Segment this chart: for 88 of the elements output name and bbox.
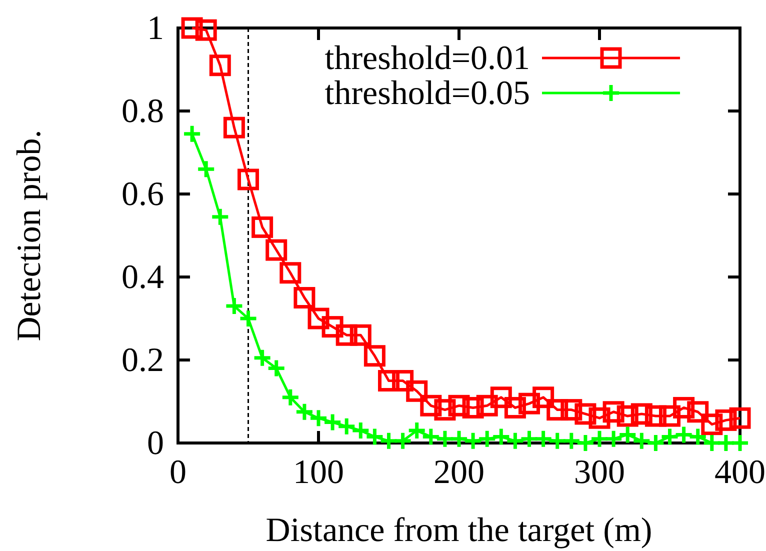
point: [618, 424, 638, 444]
point: [210, 207, 230, 227]
point: [393, 431, 413, 451]
legend-label: threshold=0.05: [324, 75, 530, 112]
point: [574, 403, 596, 425]
point: [730, 433, 750, 453]
point: [294, 287, 316, 308]
point: [238, 308, 258, 328]
point: [576, 433, 596, 453]
y-tick-label: 0: [147, 425, 164, 462]
point: [364, 427, 384, 447]
point: [209, 54, 231, 76]
x-axis-title: Distance from the target (m): [266, 512, 652, 549]
point: [504, 396, 526, 418]
point: [224, 296, 244, 316]
y-axis-title: Detection prob.: [11, 130, 48, 342]
x-tick-label: 200: [434, 454, 484, 491]
point: [674, 424, 694, 444]
point: [602, 401, 624, 423]
point: [534, 429, 554, 449]
point: [182, 124, 202, 144]
point: [223, 116, 245, 138]
point: [350, 324, 372, 346]
point: [294, 402, 314, 422]
point: [616, 405, 638, 427]
point: [688, 427, 708, 447]
point: [434, 399, 456, 421]
point: [336, 324, 358, 346]
point: [490, 386, 512, 408]
point: [463, 431, 483, 451]
point: [449, 429, 469, 449]
point: [462, 396, 484, 418]
point: [687, 401, 709, 423]
point: [729, 407, 751, 429]
legend-label: threshold=0.01: [324, 40, 530, 77]
x-tick-label: 0: [170, 454, 186, 491]
point: [660, 427, 680, 447]
point: [630, 403, 652, 425]
point: [604, 429, 624, 449]
x-tick-label: 400: [714, 454, 766, 491]
point: [322, 316, 344, 338]
point: [280, 388, 300, 408]
point: [562, 431, 582, 451]
point: [336, 416, 356, 436]
point: [491, 427, 511, 447]
point: [701, 414, 723, 436]
point: [364, 345, 386, 367]
point: [350, 420, 370, 440]
point: [196, 159, 216, 179]
y-tick-label: 0.8: [122, 93, 164, 130]
point: [181, 17, 203, 39]
point: [476, 394, 498, 416]
x-tick-label: 100: [293, 454, 344, 491]
point: [308, 308, 330, 330]
point: [421, 427, 441, 447]
y-tick-label: 1: [147, 10, 164, 47]
point: [644, 405, 666, 427]
point: [632, 431, 652, 451]
point: [322, 412, 342, 432]
point: [420, 394, 442, 416]
point: [392, 370, 414, 392]
point: [518, 392, 540, 414]
y-tick-label: 0.2: [122, 342, 164, 379]
point: [407, 420, 427, 440]
point: [280, 262, 302, 284]
point: [252, 216, 274, 238]
point: [195, 19, 217, 41]
point: [266, 358, 286, 378]
point: [308, 408, 328, 428]
point: [252, 348, 272, 368]
point: [406, 380, 428, 402]
y-tick-label: 0.6: [122, 176, 164, 213]
point: [448, 394, 470, 416]
point: [659, 405, 680, 427]
point: [646, 433, 666, 453]
y-tick-label: 0.4: [122, 259, 164, 296]
point: [505, 431, 525, 451]
point: [546, 399, 568, 421]
point: [532, 386, 554, 408]
point: [673, 396, 695, 418]
point: [715, 409, 737, 431]
point: [560, 399, 582, 421]
point: [378, 370, 400, 392]
point: [477, 429, 497, 449]
point: [588, 407, 610, 429]
point: [266, 239, 288, 261]
point: [238, 168, 259, 190]
x-tick-label: 300: [574, 454, 625, 491]
